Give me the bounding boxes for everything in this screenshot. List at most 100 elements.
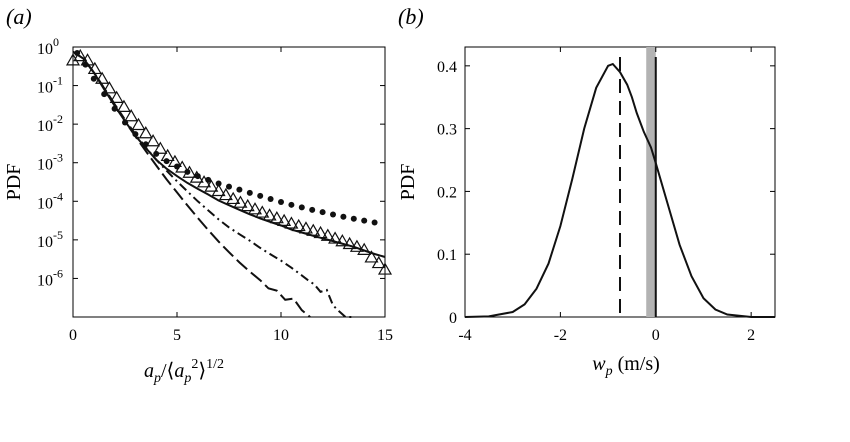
- panel-b-y-tick-label: 0.1: [437, 247, 457, 264]
- panel-a-triangle-marker: [65, 53, 81, 66]
- panel-a-y-tick-label: 10-2: [37, 112, 63, 135]
- panel-b-axes-frame: [464, 46, 776, 318]
- panel-b-x-ticks: -4 -2 0 2: [458, 47, 755, 344]
- panel-a-dot-marker: [246, 189, 253, 196]
- panel-a-triangle-marker: [138, 126, 153, 139]
- panel-a-x-tick-label: 0: [69, 327, 77, 344]
- panel-a-triangle-marker: [95, 71, 110, 84]
- panel-a-dot-marker: [267, 195, 274, 202]
- panel-b-series: [464, 62, 775, 318]
- panel-b-y-tick-label: 0.2: [437, 184, 457, 201]
- panel-a-x-axis-label: ap/⟨ap2⟩1/2: [144, 357, 224, 386]
- panel-a-y-tick-label: 10-1: [37, 74, 63, 97]
- panel-a-triangle-marker: [167, 154, 182, 167]
- panel-a-series-line-long-dash: [72, 50, 311, 318]
- panel-a-triangle-marker: [335, 234, 350, 247]
- panel-a-triangle-marker: [211, 183, 226, 197]
- panel-b-x-tick-label: -2: [554, 327, 567, 344]
- panel-b-x-tick-label: -4: [458, 327, 471, 344]
- panel-a-triangle-marker: [371, 255, 386, 269]
- panel-a-y-tick-label: 10-3: [37, 151, 63, 174]
- panel-a-series: [65, 48, 393, 318]
- panel-a-triangle-marker: [262, 208, 277, 221]
- panel-a-triangle-marker: [313, 225, 328, 239]
- panel-a-triangle-marker: [197, 175, 212, 188]
- panel-a-dot-marker: [236, 186, 243, 193]
- panel-a-triangle-marker: [233, 195, 248, 208]
- panel-a-axes-frame: [72, 46, 386, 318]
- panel-a-triangle-marker: [298, 221, 313, 234]
- panel-a-triangle-marker: [218, 187, 233, 201]
- panel-a-triangle-marker: [357, 242, 372, 255]
- panel-a-dot-marker: [361, 217, 368, 224]
- panel-a-dot-marker: [257, 192, 264, 199]
- panel-b-x-tick-label: 0: [652, 327, 660, 344]
- panel-a-triangle-marker: [160, 148, 175, 162]
- panel-a-dot-marker: [278, 199, 284, 206]
- panel-b-y-tick-label: 0.4: [437, 59, 457, 76]
- panel-a-triangle-marker: [153, 141, 168, 154]
- panel-b-band-rect: [646, 47, 656, 317]
- panel-a-x-tick-label: 15: [377, 327, 393, 344]
- panel-a-y-axis-label: PDF: [3, 164, 25, 201]
- panel-a-triangle-marker: [291, 218, 306, 232]
- panel-a-dot-marker: [319, 209, 326, 216]
- panel-a-triangle-marker: [175, 160, 190, 173]
- panel-a-dot-marker: [340, 213, 347, 220]
- panel-a-y-ticks: 100 10-1 10-2 10-3 10-4 10-5 10-6: [37, 35, 385, 289]
- panel-b-vertical-lines: [619, 57, 657, 317]
- panel-a-label: (a): [6, 4, 32, 29]
- panel-a-triangle-marker: [269, 210, 284, 224]
- panel-a-triangle-marker: [342, 236, 357, 250]
- panel-a-dot-marker: [226, 183, 232, 190]
- panel-b-label: (b): [398, 4, 424, 29]
- panel-a-triangle-marker: [116, 99, 131, 112]
- panel-a-dot-marker: [371, 219, 378, 226]
- panel-b-y-tick-label: 0.3: [437, 122, 457, 139]
- panel-a-triangle-marker: [306, 223, 321, 236]
- panel-b: (b) -4 -2 0 2 0 0.1 0.2 0.3 0.4 PDF wp (m/s): [397, 4, 776, 379]
- panel-a-y-tick-label: 100: [37, 35, 59, 58]
- panel-a-dot-marker: [330, 211, 336, 218]
- panel-a-triangle-marker: [377, 262, 393, 275]
- panel-a-y-tick-label: 10-6: [37, 266, 63, 289]
- panel-a-triangle-marker: [364, 250, 379, 263]
- panel-a-triangle-marker: [109, 90, 124, 103]
- panel-a-triangle-marker: [189, 170, 204, 183]
- panel-a-dot-marker: [350, 215, 357, 222]
- panel-b-y-axis-label: PDF: [397, 164, 419, 201]
- panel-a-triangle-marker: [320, 228, 335, 241]
- panel-b-shaded-band: [646, 47, 656, 317]
- panel-a-triangle-marker: [277, 213, 292, 227]
- panel-a-triangle-marker: [131, 117, 146, 131]
- panel-a-dot-marker: [298, 204, 305, 211]
- panel-b-x-tick-label: 2: [747, 327, 755, 344]
- panel-a-dot-marker: [163, 158, 170, 165]
- panel-a-triangle-marker: [102, 81, 117, 94]
- panel-a-series-line-dash-dot: [72, 50, 352, 318]
- panel-a-x-ticks: 0 5 10 15: [69, 47, 393, 344]
- panel-a-triangle-marker: [247, 202, 263, 215]
- panel-b-y-ticks: 0 0.1 0.2 0.3 0.4: [437, 59, 775, 327]
- panel-a-triangle-marker: [328, 231, 343, 244]
- panel-b-y-tick-label: 0: [449, 310, 457, 327]
- panel-a-x-tick-label: 5: [173, 327, 181, 344]
- panel-a-triangle-marker: [226, 191, 241, 205]
- panel-a-triangle-marker: [204, 179, 219, 192]
- panel-a-x-tick-label: 10: [273, 327, 289, 344]
- panel-a-triangle-marker: [240, 198, 255, 212]
- panel-a-triangle-marker: [124, 109, 139, 122]
- panel-a-triangle-marker: [182, 165, 197, 178]
- panel-a-triangle-marker: [146, 134, 161, 147]
- panel-a-triangle-marker: [349, 239, 364, 252]
- panel-a-triangle-marker: [284, 216, 299, 229]
- panel-a-triangle-marker: [255, 205, 270, 218]
- panel-a: (a) 0 5 10 15 100 10-1 10-2 10-3 10-4 10-5 10-6 P…: [3, 4, 393, 386]
- panel-b-x-axis-label: wp (m/s): [592, 353, 660, 379]
- panel-a-dot-marker: [215, 180, 222, 187]
- panel-a-dot-marker: [309, 206, 316, 213]
- panel-a-y-tick-label: 10-4: [37, 189, 63, 212]
- panel-b-pdf-curve: [464, 62, 775, 318]
- panel-a-y-tick-label: 10-5: [37, 228, 63, 251]
